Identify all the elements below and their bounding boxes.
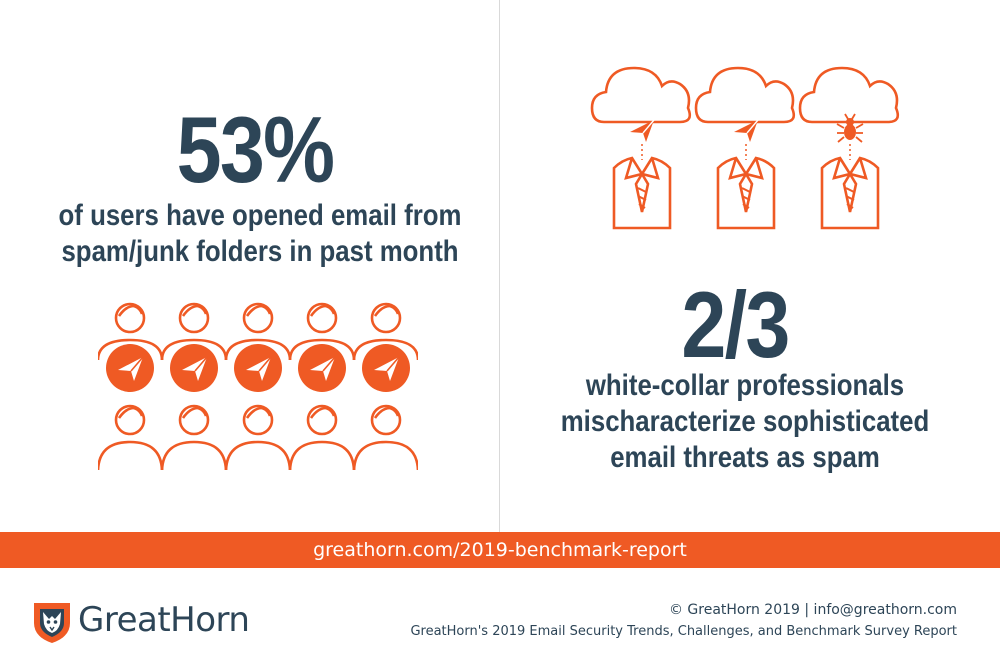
person-icon	[288, 404, 356, 470]
brand-name: GreatHorn	[78, 600, 250, 640]
paper-plane-icon	[733, 119, 759, 143]
person-plane-icon	[160, 302, 228, 394]
right-desc-line2: mischaracterize sophisticated	[560, 405, 930, 438]
right-stat-value: 2/3	[681, 272, 790, 377]
vertical-divider	[499, 0, 500, 532]
report-url-banner[interactable]: greathorn.com/2019-benchmark-report	[0, 532, 1000, 568]
person-icon	[98, 404, 164, 470]
right-stat-description: white-collar professionals mischaracteri…	[539, 368, 952, 476]
right-desc-line3: email threats as spam	[610, 441, 880, 474]
shirt-tie-icon	[716, 156, 776, 230]
person-plane-icon	[98, 302, 164, 394]
left-desc-line1: of users have opened email from	[58, 199, 462, 232]
person-plane-icon	[288, 302, 356, 394]
shirt-tie-icon	[820, 156, 880, 230]
shirt-tie-icon	[612, 156, 672, 230]
right-desc-line1: white-collar professionals	[585, 369, 905, 402]
cloud-icon	[694, 66, 796, 124]
person-plane-icon	[224, 302, 292, 394]
left-stat-description: of users have opened email from spam/jun…	[54, 198, 467, 270]
paper-plane-icon	[629, 119, 655, 143]
left-stat-value: 53%	[176, 97, 335, 202]
copyright-contact: © GreatHorn 2019 | info@greathorn.com	[668, 602, 957, 618]
person-icon	[160, 404, 228, 470]
person-icon	[352, 404, 418, 470]
cloud-icon	[798, 66, 900, 124]
person-plane-icon	[352, 302, 418, 394]
report-title: GreatHorn's 2019 Email Security Trends, …	[410, 624, 957, 639]
bug-icon	[836, 113, 864, 143]
person-icon	[224, 404, 292, 470]
cloud-person-icons	[590, 66, 900, 230]
left-desc-line2: spam/junk folders in past month	[61, 235, 459, 268]
cloud-icon	[590, 66, 692, 124]
greathorn-logo-icon	[34, 603, 70, 643]
people-grid	[98, 302, 418, 470]
